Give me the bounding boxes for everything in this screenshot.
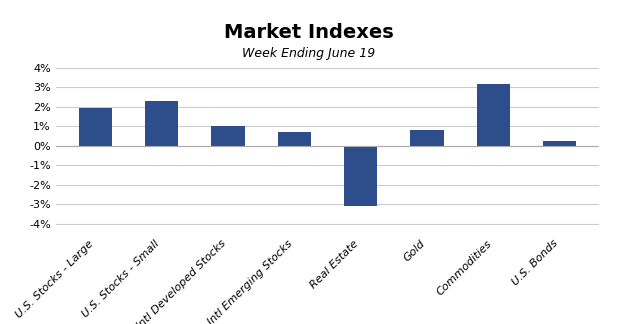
Bar	[476, 84, 510, 146]
Text: Week Ending June 19: Week Ending June 19	[242, 47, 376, 60]
Bar	[145, 101, 179, 146]
Text: Market Indexes: Market Indexes	[224, 23, 394, 42]
Bar	[543, 141, 576, 146]
Bar	[79, 108, 112, 146]
Bar	[211, 126, 245, 146]
Bar	[278, 132, 311, 146]
Bar	[344, 146, 377, 206]
Bar	[410, 130, 444, 146]
